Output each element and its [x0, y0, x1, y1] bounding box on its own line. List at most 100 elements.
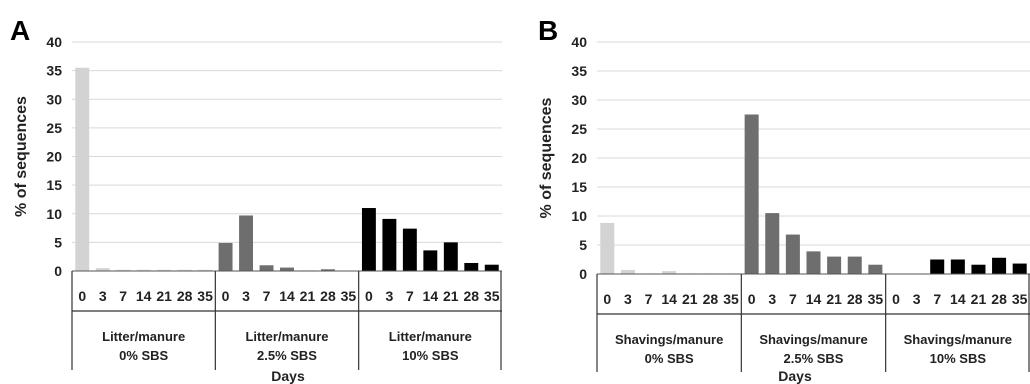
group-label: 10% SBS [930, 351, 987, 366]
group-label: Litter/manure [389, 329, 472, 344]
bar [280, 267, 294, 271]
x-axis-title: Days [778, 368, 812, 384]
x-axis-title: Days [271, 368, 305, 384]
x-tick-label: 35 [868, 291, 884, 307]
y-tick-label: 0 [579, 266, 587, 282]
y-tick-label: 5 [579, 237, 587, 253]
x-tick-label: 28 [991, 291, 1007, 307]
x-tick-label: 0 [78, 288, 86, 304]
bar [259, 265, 274, 271]
x-tick-label: 35 [341, 288, 357, 304]
bar [930, 259, 945, 274]
y-tick-label: 0 [54, 263, 62, 279]
x-tick-label: 3 [624, 291, 632, 307]
x-tick-label: 35 [484, 288, 500, 304]
bar [785, 234, 800, 274]
bar [765, 213, 780, 274]
x-tick-label: 0 [603, 291, 611, 307]
y-tick-label: 10 [46, 206, 62, 222]
x-tick-label: 3 [99, 288, 107, 304]
x-tick-label: 0 [222, 288, 230, 304]
group-label: Shavings/manure [904, 332, 1012, 347]
bar [443, 242, 458, 271]
y-tick-label: 35 [46, 63, 62, 79]
x-tick-label: 35 [1012, 291, 1028, 307]
bar [157, 269, 172, 271]
bar [136, 269, 151, 271]
y-tick-label: 15 [46, 177, 62, 193]
group-label: 10% SBS [402, 348, 459, 363]
x-tick-label: 7 [119, 288, 127, 304]
group-label: 2.5% SBS [784, 351, 844, 366]
y-tick-label: 10 [571, 208, 587, 224]
x-tick-label: 28 [463, 288, 479, 304]
bar [806, 251, 821, 274]
x-tick-label: 7 [789, 291, 797, 307]
x-tick-label: 0 [748, 291, 756, 307]
bar [464, 262, 479, 271]
bar [198, 269, 213, 271]
bar [402, 228, 417, 271]
y-tick-label: 40 [46, 34, 62, 50]
bar [1012, 263, 1027, 274]
x-tick-label: 7 [263, 288, 271, 304]
y-tick-label: 25 [571, 121, 587, 137]
y-tick-label: 20 [46, 149, 62, 165]
y-tick-label: 15 [571, 179, 587, 195]
bar [620, 269, 635, 274]
panel-letter: A [10, 15, 30, 46]
y-tick-label: 40 [571, 34, 587, 50]
bar [361, 208, 376, 271]
x-tick-label: 21 [826, 291, 842, 307]
bar [868, 264, 883, 274]
x-tick-label: 7 [645, 291, 653, 307]
x-tick-label: 3 [913, 291, 921, 307]
x-tick-label: 28 [177, 288, 193, 304]
x-tick-label: 7 [406, 288, 414, 304]
bar [239, 215, 254, 271]
x-tick-label: 28 [703, 291, 719, 307]
bar [600, 222, 615, 274]
x-tick-label: 21 [443, 288, 459, 304]
x-tick-label: 35 [197, 288, 213, 304]
bar [382, 218, 397, 271]
x-tick-label: 21 [156, 288, 172, 304]
bar [320, 269, 335, 271]
bar [827, 256, 842, 274]
y-tick-label: 30 [571, 92, 587, 108]
x-tick-label: 14 [950, 291, 966, 307]
group-label: 2.5% SBS [257, 348, 317, 363]
bar [662, 271, 677, 274]
y-tick-label: 30 [46, 91, 62, 107]
y-axis-title: % of sequences [13, 96, 30, 217]
x-tick-label: 14 [423, 288, 439, 304]
bar [950, 259, 965, 274]
x-tick-label: 0 [365, 288, 373, 304]
panel-letter: B [538, 15, 558, 46]
group-label: 0% SBS [645, 351, 694, 366]
x-tick-label: 3 [385, 288, 393, 304]
bar [971, 264, 986, 274]
x-tick-label: 21 [971, 291, 987, 307]
bar [744, 114, 759, 274]
y-tick-label: 20 [571, 150, 587, 166]
x-tick-label: 21 [682, 291, 698, 307]
bar [484, 264, 499, 271]
bar [218, 242, 233, 271]
group-label: Shavings/manure [615, 332, 723, 347]
bar [75, 67, 90, 271]
bar [95, 268, 110, 271]
y-tick-label: 35 [571, 63, 587, 79]
bar [423, 250, 438, 271]
x-tick-label: 14 [136, 288, 152, 304]
group-label: 0% SBS [119, 348, 168, 363]
x-tick-label: 28 [320, 288, 336, 304]
bar [116, 269, 131, 271]
x-tick-label: 14 [806, 291, 822, 307]
y-tick-label: 5 [54, 234, 62, 250]
bar [177, 269, 192, 271]
x-tick-label: 3 [242, 288, 250, 304]
